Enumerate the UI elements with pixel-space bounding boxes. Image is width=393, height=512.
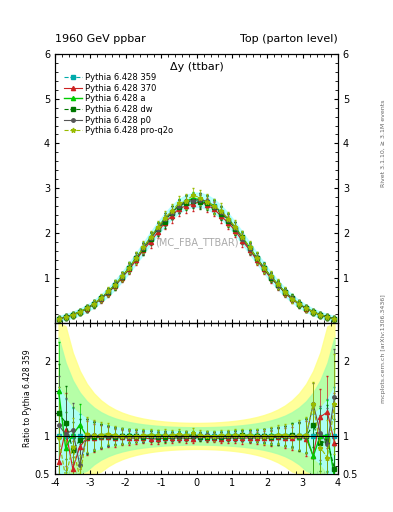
Text: (MC_FBA_TTBAR): (MC_FBA_TTBAR) <box>155 237 238 248</box>
Text: 1960 GeV ppbar: 1960 GeV ppbar <box>55 33 146 44</box>
Y-axis label: Ratio to Pythia 6.428 359: Ratio to Pythia 6.428 359 <box>23 349 32 447</box>
Text: mcplots.cern.ch [arXiv:1306.3436]: mcplots.cern.ch [arXiv:1306.3436] <box>381 294 386 402</box>
Legend: Pythia 6.428 359, Pythia 6.428 370, Pythia 6.428 a, Pythia 6.428 dw, Pythia 6.42: Pythia 6.428 359, Pythia 6.428 370, Pyth… <box>62 71 175 137</box>
Text: Δy (ttbar): Δy (ttbar) <box>170 62 223 72</box>
Text: Top (parton level): Top (parton level) <box>240 33 338 44</box>
Text: Rivet 3.1.10, ≥ 3.1M events: Rivet 3.1.10, ≥ 3.1M events <box>381 100 386 187</box>
